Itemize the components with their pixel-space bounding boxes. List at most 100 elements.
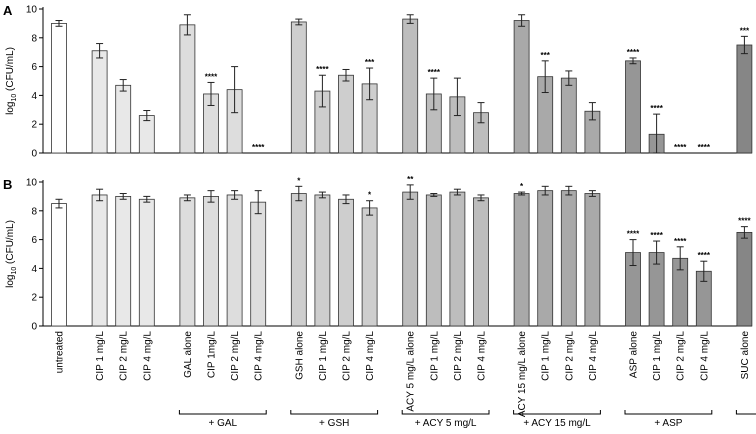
x-tick-label: CIP 1 mg/L xyxy=(95,331,106,381)
y-tick-label: 6 xyxy=(31,62,37,73)
x-tick-label: ASP alone xyxy=(629,331,640,379)
bar xyxy=(338,198,354,327)
bar xyxy=(179,197,196,327)
bar xyxy=(537,190,554,327)
bracket-line xyxy=(735,410,756,415)
group-bracket: + ACY 5 mg/L xyxy=(401,410,490,429)
group-bracket: + GAL xyxy=(178,410,267,429)
bar xyxy=(51,203,67,327)
x-tick-label: CIP 1 mg/L xyxy=(541,331,552,381)
bar xyxy=(91,194,108,327)
bar xyxy=(560,77,577,154)
group-bracket: + ACY 15 mg/L xyxy=(513,410,601,429)
bar xyxy=(584,193,601,327)
x-tick-label: SUC alone xyxy=(740,331,751,380)
y-tick-label: 10 xyxy=(26,5,38,16)
significance-marker: **** xyxy=(252,143,265,152)
bar xyxy=(736,44,753,154)
x-tick-label: GSH alone xyxy=(294,331,305,380)
bar xyxy=(473,197,489,327)
significance-marker: **** xyxy=(627,230,640,239)
significance-marker: * xyxy=(368,191,372,200)
significance-marker: **** xyxy=(674,237,687,246)
x-tick-label: CIP 1 mg/L xyxy=(318,331,329,381)
x-tick-label: CIP 2 mg/L xyxy=(230,331,241,381)
bar xyxy=(290,193,307,327)
significance-marker: **** xyxy=(738,217,751,226)
bar xyxy=(402,191,419,327)
bracket-line xyxy=(624,410,713,415)
bar xyxy=(91,50,108,154)
significance-marker: **** xyxy=(205,72,218,81)
y-axis-label: log10 (CFU/mL) xyxy=(5,47,18,115)
x-tick-label: CIP 4 mg/L xyxy=(365,331,376,381)
bracket-label: + ASP xyxy=(654,418,682,429)
bar xyxy=(250,201,267,327)
bracket-label: + ACY 15 mg/L xyxy=(523,418,591,429)
bar xyxy=(736,231,753,327)
y-tick-label: 2 xyxy=(31,120,37,131)
bar xyxy=(203,195,219,327)
x-tick-label: CIP 4 mg/L xyxy=(588,331,599,381)
panel-label: B xyxy=(3,177,12,192)
x-tick-label: CIP 2 mg/L xyxy=(453,331,464,381)
y-tick-label: 4 xyxy=(31,91,37,102)
y-tick-label: 0 xyxy=(31,322,37,333)
bar xyxy=(138,115,155,154)
bar xyxy=(513,193,530,327)
significance-marker: **** xyxy=(316,65,329,74)
x-tick-label: ACY 15 mg/L alone xyxy=(517,331,528,418)
bar xyxy=(338,74,354,154)
significance-marker: **** xyxy=(650,231,663,240)
bar xyxy=(226,194,243,327)
bar xyxy=(513,20,530,154)
x-tick-label: CIP 2 mg/L xyxy=(564,331,575,381)
significance-marker: *** xyxy=(740,26,750,35)
x-tick-label: CIP 1 mg/L xyxy=(429,331,440,381)
bracket-line xyxy=(401,410,490,415)
x-tick-label: GAL alone xyxy=(183,331,194,378)
bar xyxy=(115,84,132,154)
panel-label: A xyxy=(3,3,13,18)
bar xyxy=(179,24,196,154)
group-bracket: + GSH xyxy=(290,410,379,429)
bar xyxy=(361,207,378,327)
bracket-label: + GAL xyxy=(208,418,237,429)
bracket-line xyxy=(178,410,267,415)
y-tick-label: 8 xyxy=(31,33,37,44)
x-tick-label: untreated xyxy=(55,331,66,373)
group-bracket: + SUC xyxy=(735,410,756,415)
significance-marker: **** xyxy=(698,143,711,152)
y-tick-label: 0 xyxy=(31,149,37,160)
bracket-line xyxy=(290,410,379,415)
y-axis-label: log10 (CFU/mL) xyxy=(5,220,18,288)
x-axis-labels: untreated CIP 1 mg/L CIP 2 mg/L CIP 4 mg/L G… xyxy=(55,331,751,418)
bar xyxy=(625,60,641,154)
significance-marker: ** xyxy=(407,175,414,184)
x-tick-label: CIP 1 mg/L xyxy=(652,331,663,381)
significance-marker: *** xyxy=(365,58,375,67)
bar xyxy=(51,22,67,154)
bar xyxy=(115,195,132,327)
y-tick-label: 10 xyxy=(26,178,38,189)
y-tick-label: 8 xyxy=(31,206,37,217)
significance-marker: **** xyxy=(428,68,441,77)
x-tick-label: CIP 4 mg/L xyxy=(699,331,710,381)
x-tick-label: CIP 2 mg/L xyxy=(342,331,353,381)
bar xyxy=(314,194,331,327)
significance-marker: **** xyxy=(650,104,663,113)
y-tick-label: 2 xyxy=(31,293,37,304)
significance-marker: * xyxy=(297,176,301,185)
bar xyxy=(560,190,577,327)
bar xyxy=(449,191,466,327)
bar xyxy=(138,198,155,327)
bar xyxy=(290,21,307,154)
significance-marker: *** xyxy=(541,51,551,60)
significance-marker: **** xyxy=(698,251,711,260)
group-bracket: + ASP xyxy=(624,410,713,429)
bar xyxy=(425,194,442,327)
x-tick-label: CIP 4 mg/L xyxy=(254,331,265,381)
significance-marker: **** xyxy=(627,48,640,57)
